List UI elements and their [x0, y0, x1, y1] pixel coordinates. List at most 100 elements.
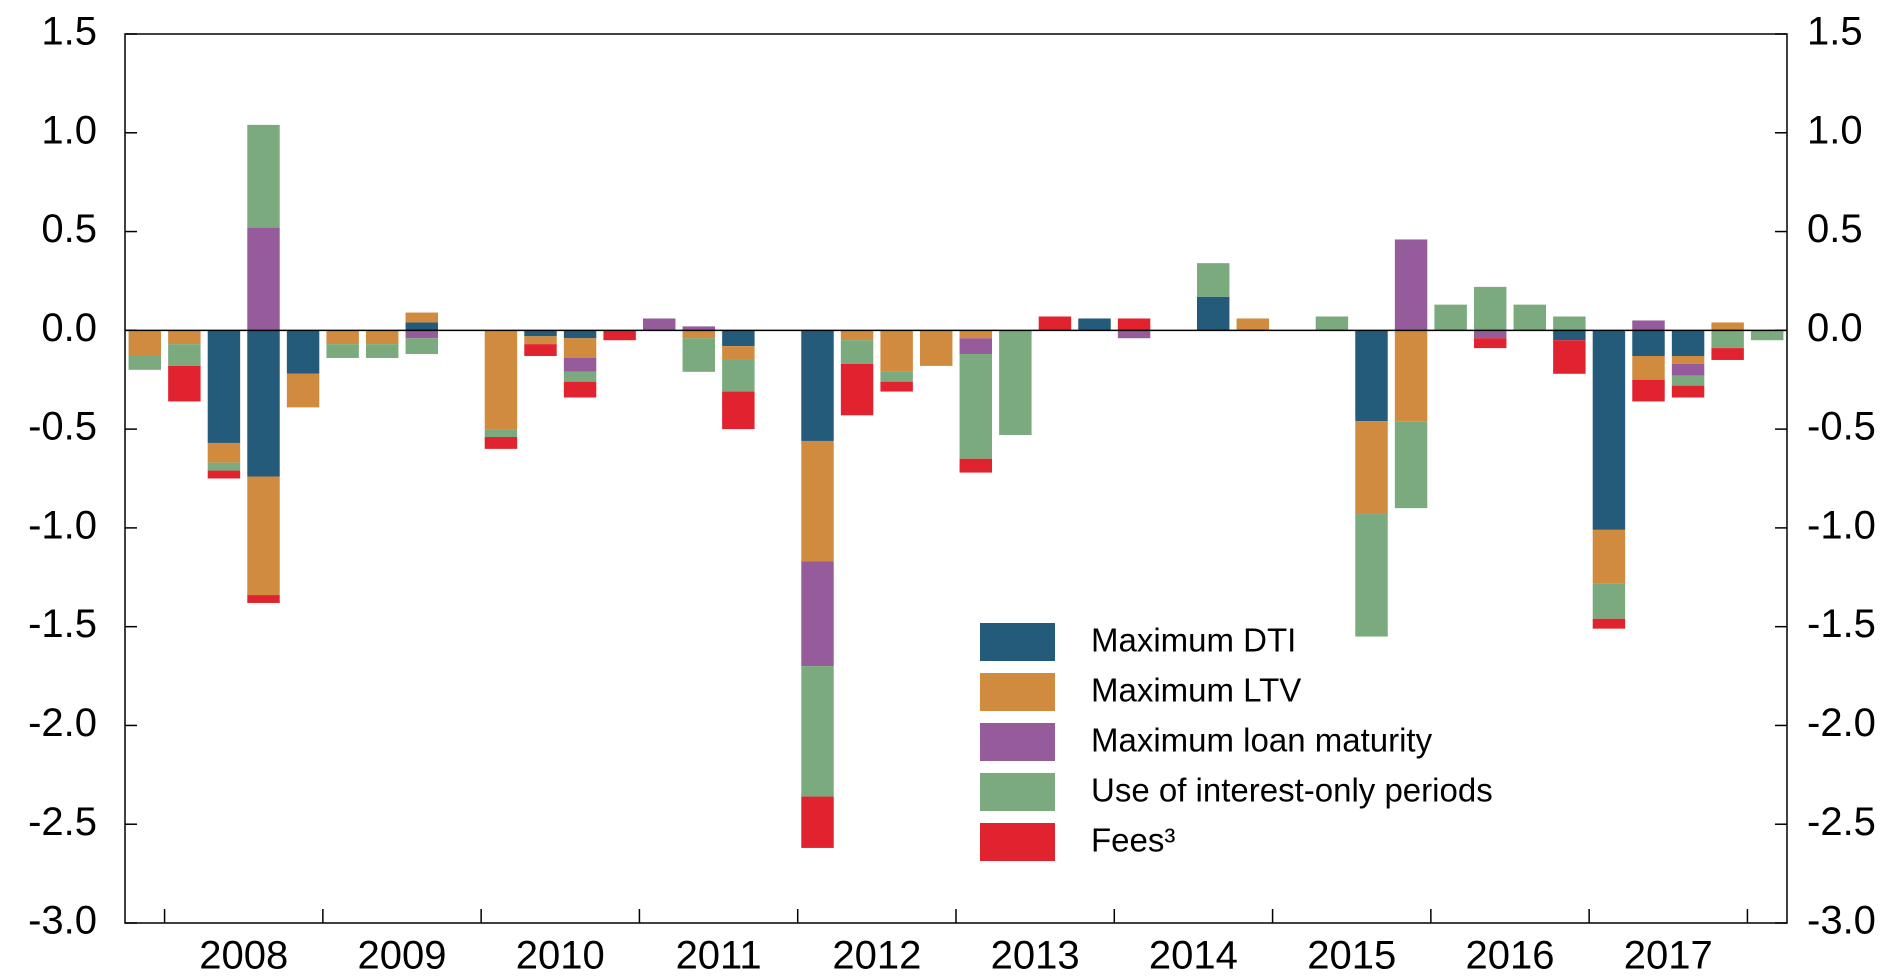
bar-segment	[840, 330, 874, 341]
x-tick-label: 2016	[1466, 934, 1555, 978]
legend-label: Fees³	[1091, 822, 1175, 859]
bar-segment	[168, 344, 201, 366]
bar-segment	[365, 344, 399, 358]
bar-segment	[801, 796, 834, 848]
y2-tick-label: -1.5	[1807, 602, 1876, 646]
y2-tick-label: -1.0	[1807, 503, 1876, 547]
y2-tick-label: 0.0	[1807, 306, 1863, 350]
bar-segment	[563, 338, 597, 358]
x-tick-label: 2017	[1624, 934, 1713, 978]
bar-segment	[524, 344, 557, 357]
legend-swatch	[980, 773, 1055, 811]
x-tick-label: 2010	[516, 934, 605, 978]
bar-segment	[484, 437, 518, 449]
y-tick-label: -2.5	[28, 800, 97, 844]
y-tick-label: 0.0	[41, 306, 97, 350]
bar-segment	[128, 356, 162, 370]
bar-segment	[563, 381, 597, 398]
bar-segment	[1078, 318, 1111, 331]
bar-segment	[1671, 363, 1705, 376]
bar-segment	[801, 440, 834, 562]
bar-segment	[1394, 239, 1428, 331]
y-tick-label: -1.0	[28, 503, 97, 547]
bar-segment	[603, 330, 636, 341]
y-tick-label: -0.5	[28, 405, 97, 449]
bar-segment	[247, 595, 280, 603]
bar-segment	[326, 330, 359, 345]
bar-segment	[880, 381, 913, 392]
bar-segment	[1592, 330, 1626, 530]
y-tick-label: -1.5	[28, 602, 97, 646]
bar-segment	[563, 371, 597, 382]
y-tick-label: -2.0	[28, 701, 97, 745]
bar-segment	[1671, 385, 1705, 398]
bar-segment	[959, 330, 993, 339]
legend-swatch	[980, 673, 1055, 711]
bar-segment	[207, 462, 241, 471]
bar-segment	[1473, 330, 1507, 339]
x-tick-label: 2012	[832, 934, 921, 978]
legend-label: Maximum DTI	[1091, 622, 1296, 659]
bar-segment	[722, 391, 755, 430]
y2-tick-label: -2.5	[1807, 800, 1876, 844]
bar-segment	[128, 330, 162, 357]
y2-tick-label: 1.0	[1807, 108, 1863, 152]
legend-label: Use of interest-only periods	[1091, 772, 1493, 809]
bar-segment	[405, 338, 439, 355]
bar-segment	[1632, 330, 1665, 357]
bar-segment	[1038, 316, 1072, 331]
bar-segment	[1473, 338, 1507, 349]
bar-segment	[959, 458, 993, 473]
y2-tick-label: -2.0	[1807, 701, 1876, 745]
x-tick-label: 2013	[991, 934, 1080, 978]
bar-segment	[286, 330, 320, 374]
bar-segment	[1750, 330, 1784, 341]
bar-segment	[801, 561, 834, 667]
bar-segment	[286, 373, 320, 408]
bar-segment	[524, 336, 557, 345]
bar-segment	[1592, 583, 1626, 619]
bar-segment	[563, 357, 597, 372]
bar-segment	[207, 442, 241, 463]
bar-segment	[1671, 356, 1705, 364]
bar-segment	[1394, 330, 1428, 422]
bar-segment	[1355, 514, 1388, 637]
bar-segment	[1394, 421, 1428, 509]
bar-segment	[1236, 318, 1270, 331]
bar-segment	[840, 340, 874, 364]
bar-segment	[1473, 286, 1507, 331]
y2-tick-label: -3.0	[1807, 899, 1876, 943]
legend-swatch	[980, 723, 1055, 761]
bar-segment	[722, 359, 755, 392]
legend-swatch	[980, 823, 1055, 861]
bar-segment	[247, 124, 280, 228]
bar-segment	[405, 312, 439, 323]
y-tick-label: 0.5	[41, 207, 97, 251]
y-tick-label: 1.0	[41, 108, 97, 152]
bar-segment	[682, 326, 716, 331]
bar-segment	[722, 346, 755, 360]
bar-segment	[880, 330, 913, 372]
bar-segment	[1196, 263, 1230, 297]
bar-segment	[247, 330, 280, 477]
bar-segment	[1355, 330, 1388, 422]
bar-segment	[326, 344, 359, 358]
bar-segment	[168, 330, 201, 345]
bar-segment	[207, 470, 241, 479]
bar-segment	[1315, 316, 1349, 331]
bar-segment	[682, 338, 716, 372]
bar-segment	[1671, 330, 1705, 357]
bar-segment	[840, 363, 874, 416]
bar-segment	[1711, 348, 1744, 360]
bar-segment	[1553, 330, 1586, 341]
bar-segment	[1671, 375, 1705, 386]
bar-segment	[1117, 318, 1151, 331]
bar-segment	[919, 330, 953, 366]
y2-tick-label: 0.5	[1807, 207, 1863, 251]
bar-segment	[563, 330, 597, 339]
bar-segment	[722, 330, 755, 347]
bar-segment	[1117, 330, 1151, 339]
bar-segment	[247, 476, 280, 596]
bar-segment	[1434, 304, 1467, 331]
